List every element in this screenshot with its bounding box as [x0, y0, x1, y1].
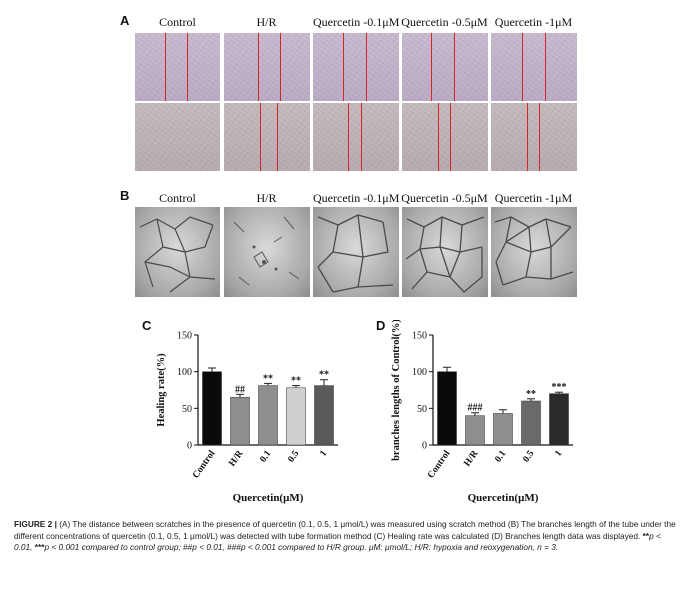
chart-d-x-axis-label: Quercetin(μM)	[468, 492, 539, 504]
chart-c-x-tick-label-3: 0.5	[286, 449, 301, 465]
chart-c-x-axis-label: Quercetin(μM)	[233, 492, 304, 504]
chart-d-y-axis-label: branches lengths of Control(%)	[391, 320, 402, 461]
col-label-hr-b: H/R	[256, 191, 277, 205]
chart-c-annotation-3: **	[291, 376, 301, 387]
scratch-image-q05-24h	[402, 103, 488, 171]
chart-d-y-tick-label-3: 150	[412, 331, 427, 342]
figure-caption: FIGURE 2 | (A) The distance between scra…	[14, 519, 679, 554]
caption-sym-4: ###	[227, 542, 241, 552]
scratch-image-hr-0h	[224, 33, 310, 101]
caption-sym-3: ##	[183, 542, 193, 552]
panel-letter-a: A	[120, 13, 130, 28]
chart-d-x-tick-label-4: 1	[554, 449, 565, 459]
scratch-image-q01-0h	[313, 33, 399, 101]
col-label-control-a: Control	[159, 15, 196, 29]
chart-d-x-tick-label-2: 0.1	[493, 449, 508, 465]
chart-d-annotation-1: ###	[468, 403, 483, 414]
tube-image-control	[135, 207, 220, 297]
figure-label: FIGURE 2 |	[14, 519, 57, 529]
chart-d: 0 50 100 150 Control ### H/R 0.1 ** 0.5 *** 1 branch…	[385, 319, 585, 510]
chart-c-bar-3	[286, 387, 306, 446]
chart-c-bar-2	[258, 385, 278, 446]
scratch-image-q01-24h	[313, 103, 399, 171]
chart-d-bar-3	[521, 400, 541, 446]
tube-image-hr	[224, 207, 310, 297]
col-label-q01-b: Quercetin -0.1μM	[313, 191, 400, 205]
scratch-image-q05-0h	[402, 33, 488, 101]
chart-d-x-tick-label-3: 0.5	[521, 449, 536, 465]
caption-sym-2: ***	[34, 542, 45, 552]
caption-text-2: p < 0.01,	[14, 530, 661, 553]
chart-c-annotation-4: **	[319, 370, 329, 381]
chart-c-bar-0	[202, 371, 222, 446]
caption-text-4: p < 0.01,	[192, 542, 228, 552]
tube-image-q05	[402, 207, 488, 297]
chart-d-bar-2	[493, 413, 513, 446]
scratch-image-q1-24h	[491, 103, 577, 171]
scratch-image-control-24h	[135, 103, 220, 171]
chart-c-annotation-2: **	[263, 373, 273, 384]
chart-d-bar-4	[549, 393, 569, 446]
chart-c-bar-1	[230, 397, 250, 446]
chart-d-annotation-3: **	[526, 389, 536, 400]
caption-text-1: (A) The distance between scratches in th…	[14, 519, 676, 541]
chart-d-x-tick-label-0: Control	[426, 449, 452, 481]
col-label-q05-a: Quercetin -0.5μM	[401, 15, 488, 29]
chart-c-x-tick-label-0: Control	[191, 449, 217, 481]
chart-d-annotation-4: ***	[552, 382, 567, 393]
chart-c-svg: 0 50 100 150 Control ## H/R ** 0.1 ** 0.5 ** 1 Healin…	[156, 331, 338, 504]
panel-letter-b: B	[120, 188, 130, 203]
col-label-q05-b: Quercetin -0.5μM	[401, 191, 488, 205]
chart-c-annotation-1: ##	[235, 384, 245, 395]
chart-c-y-tick-label-3: 150	[177, 331, 192, 342]
chart-d-bar-1	[465, 415, 485, 446]
chart-c: 0 50 100 150 Control ## H/R ** 0.1 ** 0.5 ** 1 Healin…	[150, 320, 350, 510]
col-label-q1-a: Quercetin -1μM	[494, 15, 573, 29]
chart-c-x-tick-label-4: 1	[319, 449, 330, 459]
scratch-image-control-0h	[135, 33, 220, 101]
chart-c-y-tick-label-1: 50	[182, 404, 192, 415]
col-label-hr-a: H/R	[256, 15, 277, 29]
col-label-control-b: Control	[159, 191, 196, 205]
col-label-q1-b: Quercetin -1μM	[494, 191, 573, 205]
panel-letter-d: D	[376, 318, 386, 333]
chart-c-y-axis-label: Healing rate(%)	[156, 353, 167, 427]
panel-letter-c: C	[142, 318, 152, 333]
chart-d-y-tick-label-1: 50	[417, 404, 427, 415]
chart-c-x-tick-label-2: 0.1	[258, 449, 273, 465]
tube-image-q1	[491, 207, 577, 297]
chart-c-x-tick-label-1: H/R	[228, 449, 246, 469]
caption-sym-1: **	[642, 530, 650, 541]
chart-d-x-tick-label-1: H/R	[463, 449, 481, 469]
caption-text-3: p < 0.001 compared to control group;	[44, 542, 184, 552]
chart-c-y-tick-label-2: 100	[177, 367, 192, 378]
chart-d-y-tick-label-0: 0	[422, 441, 427, 452]
col-label-q01-a: Quercetin -0.1μM	[313, 15, 400, 29]
chart-c-bar-4	[314, 385, 334, 446]
chart-d-svg: 0 50 100 150 Control ### H/R 0.1 ** 0.5 *** 1 branch…	[391, 319, 573, 504]
caption-text-5: p < 0.001 compared to H/R group. μM: μmo…	[240, 542, 559, 552]
scratch-image-q1-0h	[491, 33, 577, 101]
scratch-image-hr-24h	[224, 103, 310, 171]
tube-image-q01	[313, 207, 399, 297]
chart-c-y-tick-label-0: 0	[187, 441, 192, 452]
chart-d-y-tick-label-2: 100	[412, 367, 427, 378]
chart-d-bar-0	[437, 371, 457, 446]
